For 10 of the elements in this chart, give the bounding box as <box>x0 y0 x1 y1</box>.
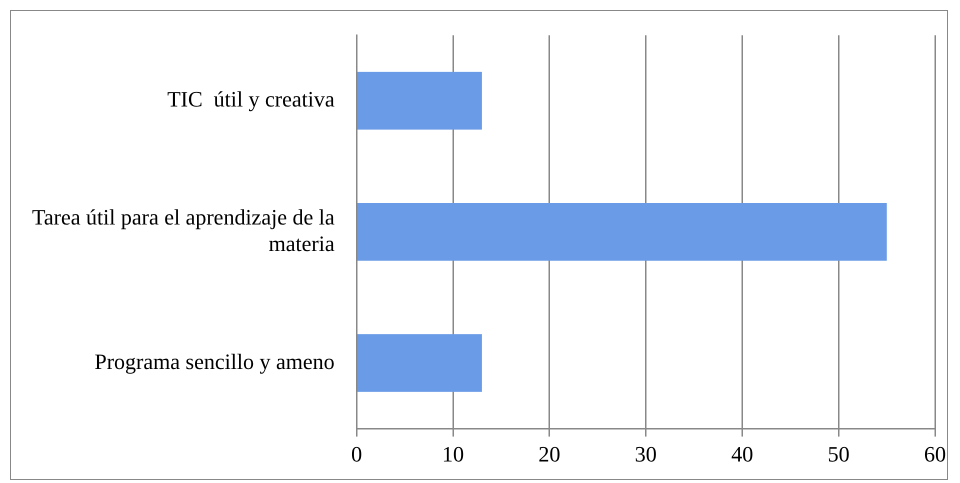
y-tick-label: Programa sencillo y ameno <box>94 348 335 374</box>
x-tick-label: 20 <box>538 442 560 467</box>
x-tick-label: 0 <box>351 442 362 467</box>
x-tick-label: 40 <box>731 442 754 467</box>
x-tick-label: 60 <box>924 442 946 467</box>
x-tick-label: 50 <box>828 442 850 467</box>
y-tick-label: TIC útil y creativa <box>167 86 335 112</box>
x-tick-label: 10 <box>442 442 464 467</box>
y-tick-label: Tarea útil para el aprendizaje de la materia <box>32 204 335 256</box>
x-tick-label: 30 <box>634 442 657 467</box>
